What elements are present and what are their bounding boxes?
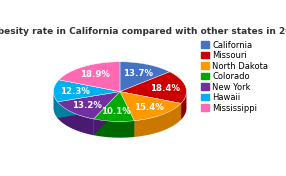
Text: 12.3%: 12.3% xyxy=(60,87,90,96)
Polygon shape xyxy=(120,92,134,137)
Polygon shape xyxy=(120,92,181,120)
Polygon shape xyxy=(120,92,181,121)
Polygon shape xyxy=(120,92,181,120)
Polygon shape xyxy=(57,102,94,135)
Polygon shape xyxy=(120,72,186,103)
Text: 10.1%: 10.1% xyxy=(101,107,130,116)
Polygon shape xyxy=(134,103,181,137)
Polygon shape xyxy=(181,92,186,120)
Polygon shape xyxy=(53,80,120,102)
Text: 13.7%: 13.7% xyxy=(124,69,154,78)
Polygon shape xyxy=(57,92,120,118)
Polygon shape xyxy=(94,92,120,135)
Text: 18.4%: 18.4% xyxy=(150,84,180,93)
Text: 18.9%: 18.9% xyxy=(80,70,110,79)
Polygon shape xyxy=(120,62,170,92)
Polygon shape xyxy=(59,62,120,92)
Text: 13.2%: 13.2% xyxy=(72,101,102,110)
Polygon shape xyxy=(57,92,120,118)
Text: Obesity rate in California compared with other states in 2009: Obesity rate in California compared with… xyxy=(0,27,286,36)
Polygon shape xyxy=(53,92,57,118)
Polygon shape xyxy=(57,92,120,119)
Polygon shape xyxy=(94,119,134,138)
Legend: California, Missouri, North Dakota, Colorado, New York, Hawaii, Mississippi: California, Missouri, North Dakota, Colo… xyxy=(200,39,270,114)
Polygon shape xyxy=(120,92,134,137)
Polygon shape xyxy=(94,92,134,121)
Polygon shape xyxy=(94,92,120,135)
Text: 15.4%: 15.4% xyxy=(134,103,164,112)
